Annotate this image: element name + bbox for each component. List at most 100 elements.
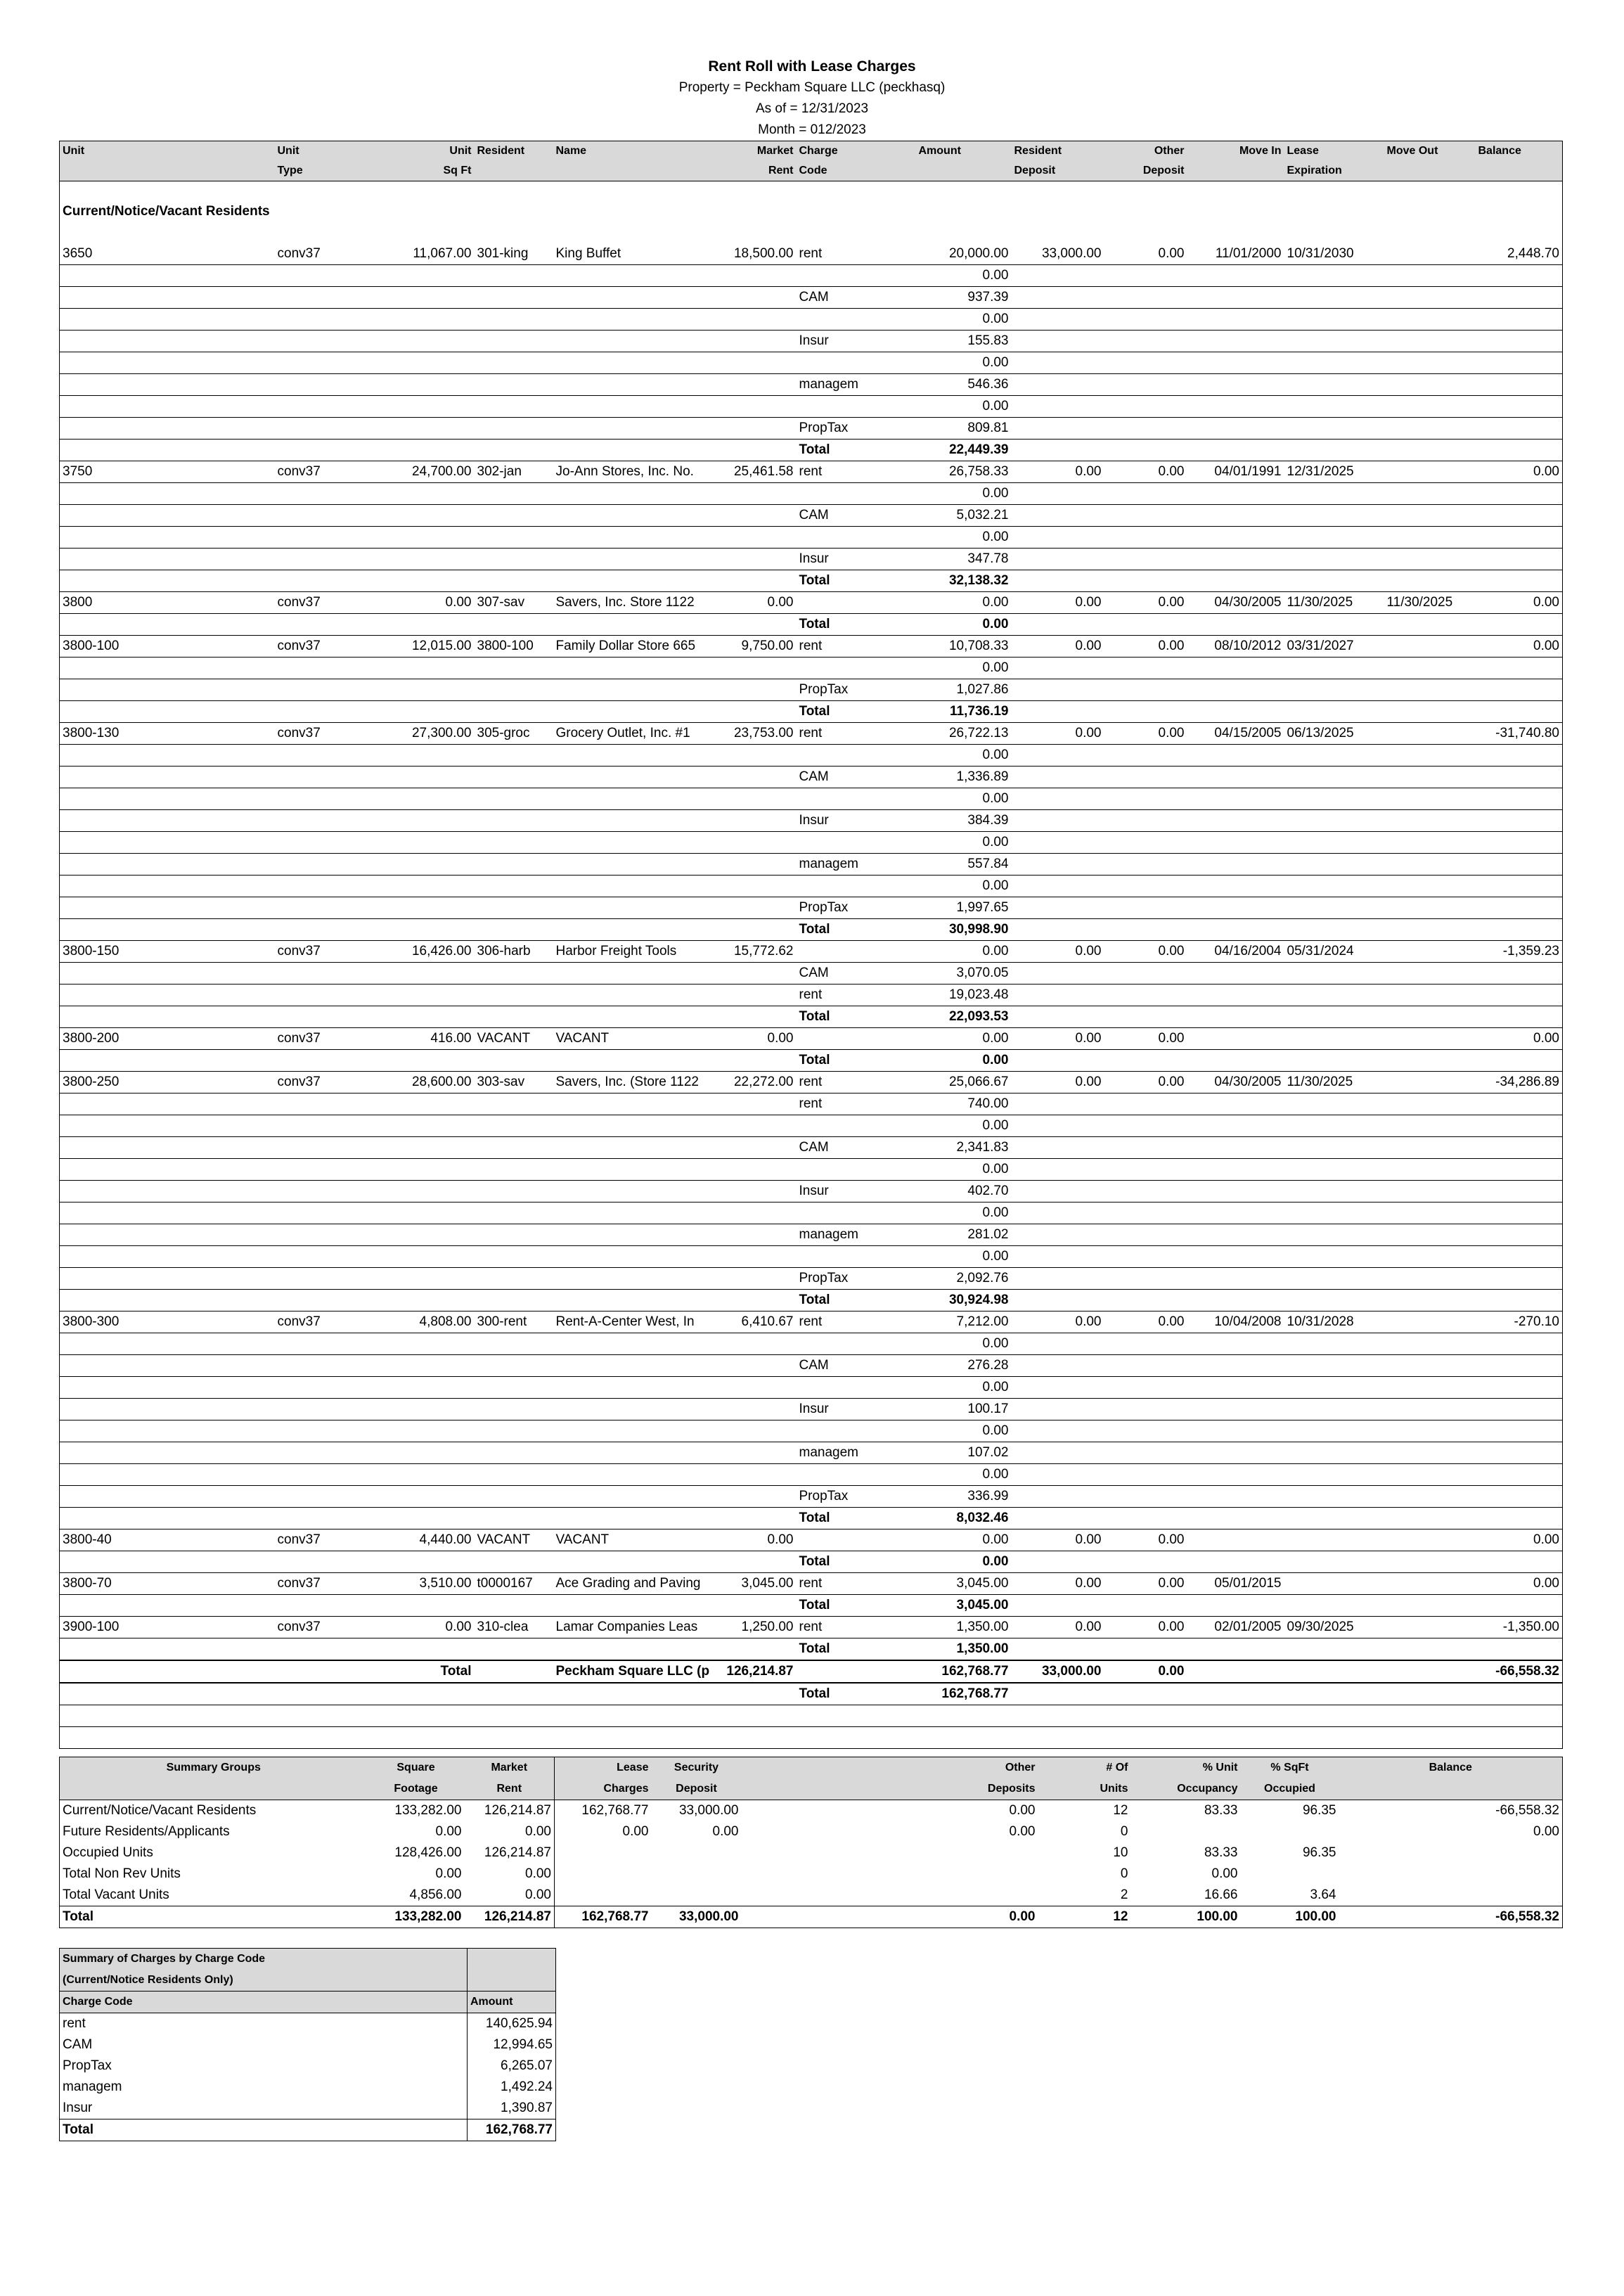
unit-cell	[59, 1398, 275, 1420]
name-cell	[553, 1224, 716, 1246]
move-in-cell	[1187, 1354, 1284, 1377]
col2-rent: Rent	[716, 161, 797, 181]
col-move-out: Move Out	[1384, 141, 1476, 161]
amount-cell: 0.00	[915, 940, 1012, 963]
amount-cell: 3,045.00	[915, 1572, 1012, 1595]
charge-row: CAM 1,336.89	[59, 766, 1563, 788]
summary-col2-rent: Rent	[464, 1778, 555, 1800]
amount-cell: 0.00	[915, 352, 1012, 374]
resident-deposit-cell: 0.00	[1011, 591, 1104, 614]
charge-code-cell: Insur	[796, 548, 916, 570]
unit-cell	[59, 352, 275, 374]
resident-cell	[474, 264, 553, 287]
sqft-cell	[380, 1289, 475, 1311]
resident-deposit-cell	[1011, 744, 1104, 767]
charges-col-code: Charge Code	[59, 1991, 468, 2013]
amount-cell: 1,336.89	[915, 766, 1012, 788]
move-in-cell	[1187, 679, 1284, 701]
name-cell: Grocery Outlet, Inc. #1	[553, 722, 716, 745]
final-total-label: Total	[796, 1683, 916, 1705]
amount-cell: 740.00	[915, 1093, 1012, 1115]
sqft-cell	[380, 1442, 475, 1464]
col2-blank	[915, 161, 1012, 181]
final-total-blank	[274, 1683, 380, 1705]
balance-cell	[1475, 1115, 1563, 1137]
other-deposit-cell: 0.00	[1104, 1616, 1187, 1638]
unit-cell	[59, 548, 275, 570]
lease-expiration-cell	[1284, 1463, 1384, 1486]
final-total-blank	[59, 1683, 275, 1705]
market-rent-cell: 6,410.67	[716, 1311, 797, 1333]
name-cell	[553, 482, 716, 505]
unit-cell	[59, 1485, 275, 1508]
col-resident-deposit: Resident	[1011, 141, 1104, 161]
name-cell	[553, 831, 716, 854]
charges-col-amount: Amount	[467, 1991, 556, 2013]
unit-type-cell	[274, 809, 380, 832]
resident-deposit-cell	[1011, 1376, 1104, 1399]
unit-row: 3800-200 conv37 416.00 VACANT VACANT 0.00 0.00…	[59, 1027, 1563, 1050]
sqft-cell	[380, 853, 475, 876]
name-cell	[553, 1507, 716, 1529]
charge-code-cell: rent	[796, 461, 916, 483]
unit-cell	[59, 1442, 275, 1464]
col-amount: Amount	[915, 141, 1012, 161]
summary-col-groups: Summary Groups	[59, 1757, 368, 1778]
other-deposit-cell	[1104, 1245, 1187, 1268]
balance-cell: -31,740.80	[1475, 722, 1563, 745]
amount-cell: 0.00	[915, 831, 1012, 854]
grand-total-blank	[1384, 1660, 1476, 1683]
unit-cell	[59, 1376, 275, 1399]
move-out-cell	[1384, 1202, 1476, 1224]
other-deposit-cell	[1104, 1354, 1187, 1377]
col2-blank	[1475, 161, 1563, 181]
move-out-cell	[1384, 831, 1476, 854]
move-out-cell	[1384, 1485, 1476, 1508]
other-deposit-cell: 0.00	[1104, 1071, 1187, 1094]
sqft-cell	[380, 962, 475, 985]
unit-type-cell	[274, 395, 380, 418]
unit-total-row: Total 8,032.46	[59, 1507, 1563, 1529]
resident-deposit-cell	[1011, 482, 1104, 505]
balance-cell	[1475, 1093, 1563, 1115]
sqft-cell	[380, 1485, 475, 1508]
amount-cell: 336.99	[915, 1485, 1012, 1508]
summary-pct-unit-occupancy: 83.33	[1204, 1845, 1238, 1860]
charges-title: Summary of Charges by Charge Code	[59, 1948, 468, 1970]
unit-type-cell	[274, 788, 380, 810]
balance-cell	[1475, 1289, 1563, 1311]
unit-type-cell	[274, 1115, 380, 1137]
charge-code-cell	[796, 1245, 916, 1268]
final-total-blank	[1104, 1683, 1187, 1705]
balance-cell: -1,359.23	[1475, 940, 1563, 963]
charge-code-cell: rent	[796, 1093, 916, 1115]
charges-title-row: Summary of Charges by Charge Code	[59, 1948, 556, 1970]
move-out-cell	[1384, 1224, 1476, 1246]
amount-cell: 0.00	[915, 1551, 1012, 1573]
other-deposit-cell	[1104, 897, 1187, 919]
unit-type-cell	[274, 1245, 380, 1268]
balance-cell	[1475, 548, 1563, 570]
resident-cell	[474, 395, 553, 418]
sqft-cell	[380, 897, 475, 919]
summary-group-name: Future Residents/Applicants	[63, 1824, 230, 1839]
market-rent-cell	[716, 1180, 797, 1202]
unit-type-cell	[274, 1442, 380, 1464]
name-cell: Ace Grading and Paving	[553, 1572, 716, 1595]
market-rent-cell: 15,772.62	[716, 940, 797, 963]
other-deposit-cell	[1104, 744, 1187, 767]
summary-security-deposit: 33,000.00	[678, 1803, 739, 1818]
unit-type-cell	[274, 373, 380, 396]
sqft-cell: 4,808.00	[380, 1311, 475, 1333]
name-cell	[553, 1267, 716, 1290]
other-deposit-cell	[1104, 548, 1187, 570]
sqft-cell	[380, 352, 475, 374]
balance-cell	[1475, 352, 1563, 374]
other-deposit-cell	[1104, 417, 1187, 440]
move-in-cell	[1187, 570, 1284, 592]
move-out-cell	[1384, 1027, 1476, 1050]
balance-cell	[1475, 962, 1563, 985]
lease-expiration-cell	[1284, 504, 1384, 527]
other-deposit-cell	[1104, 1158, 1187, 1181]
name-cell	[553, 853, 716, 876]
